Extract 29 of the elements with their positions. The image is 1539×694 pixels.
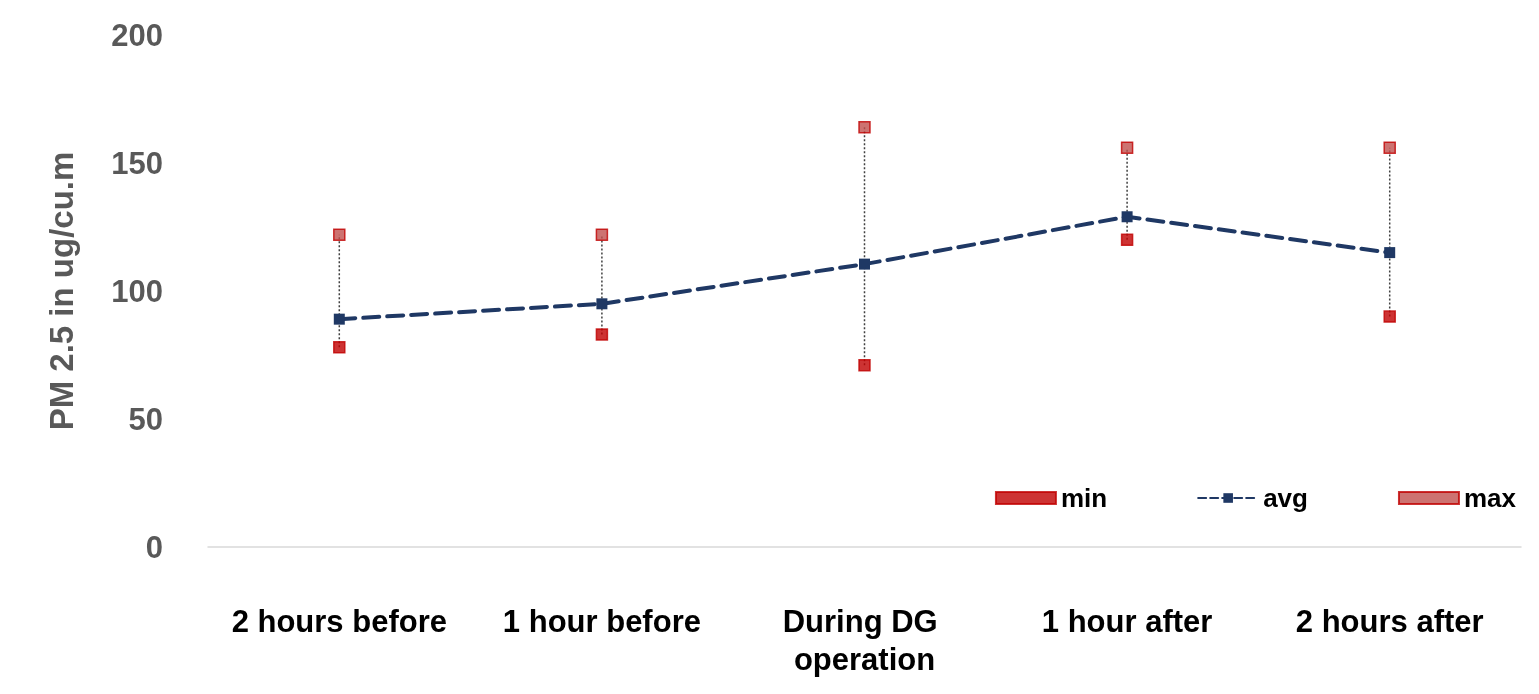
x-tick-label: 1 hour after [1041,603,1213,639]
y-tick-label: 0 [145,529,163,565]
legend-label: min [1060,483,1108,513]
legend-label: max [1463,483,1517,513]
point [1383,310,1396,323]
point [858,358,871,372]
legend-label: avg [1263,483,1308,513]
x-tick-label: 2 hours after [1295,603,1484,639]
point [1120,141,1134,154]
x-tick-label: During DG operation [782,603,947,677]
y-tick-label: 150 [111,145,163,181]
x-tick-label: 2 hours before [231,603,447,639]
point [595,328,609,341]
point [333,341,346,354]
point [858,120,871,134]
y-axis-title: PM 2.5 in ug/cu.m [43,151,80,431]
y-tick-label: 200 [111,17,163,53]
point [859,258,870,270]
y-tick-label: 100 [111,273,163,309]
point [595,228,609,241]
point [1384,247,1396,259]
point [1121,211,1133,223]
point [596,298,608,310]
x-tick-label: 1 hour before [502,603,701,639]
point [1120,233,1134,247]
point [333,228,346,241]
point [333,313,345,325]
point [1383,141,1396,154]
y-tick-label: 50 [128,401,163,437]
